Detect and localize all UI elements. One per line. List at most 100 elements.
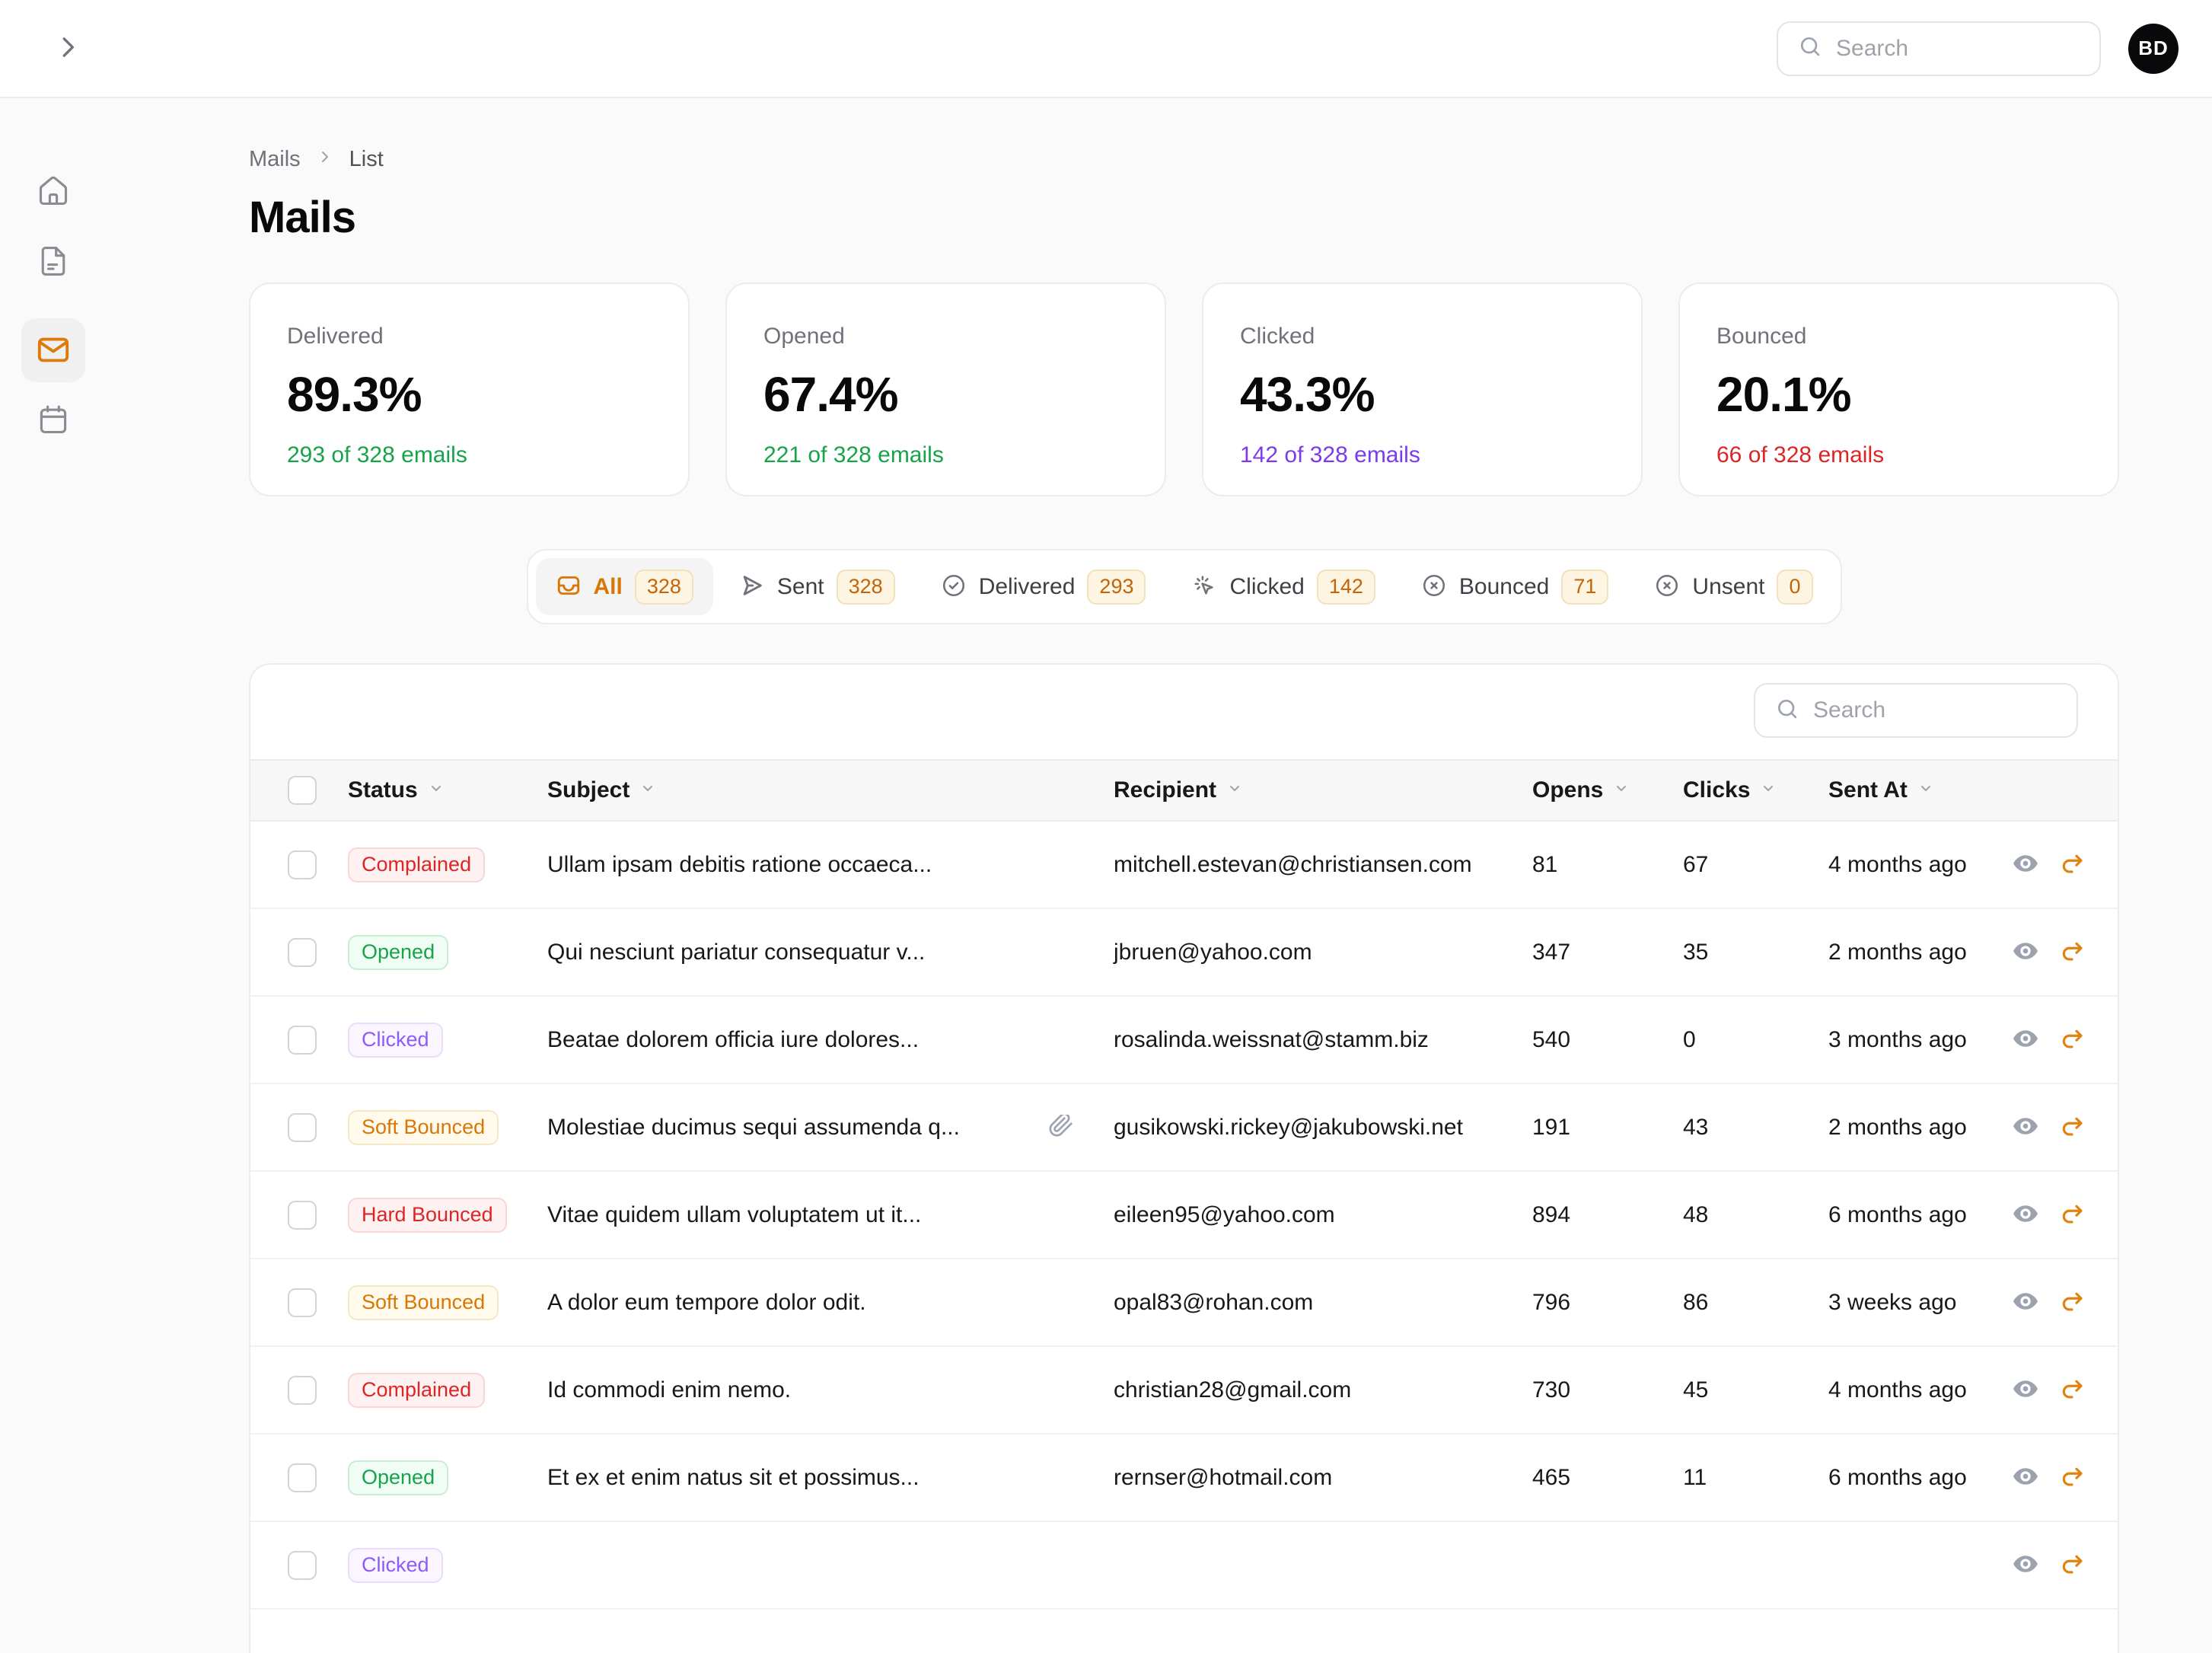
column-header-clicks[interactable]: Clicks: [1683, 777, 1828, 803]
main-content: Mails List Mails Delivered 89.3% 293 of …: [249, 98, 2119, 1653]
row-checkbox[interactable]: [288, 1288, 317, 1317]
column-header-subject[interactable]: Subject: [547, 777, 1114, 803]
column-header-sent-at[interactable]: Sent At: [1828, 777, 2011, 803]
sent-at-value: 4 months ago: [1828, 1377, 2011, 1403]
tab-sent[interactable]: Sent 328: [719, 558, 915, 615]
column-header-status[interactable]: Status: [348, 777, 547, 803]
redo-arrow-icon: [2058, 1375, 2086, 1405]
chevron-down-icon: [1612, 777, 1630, 803]
table-row[interactable]: Soft Bounced Molestiae ducimus sequi ass…: [250, 1084, 2118, 1172]
tab-label: Unsent: [1692, 574, 1764, 600]
resend-button[interactable]: [2058, 1112, 2086, 1142]
clicks-value: 86: [1683, 1290, 1828, 1316]
eye-icon: [2011, 937, 2040, 968]
table-row[interactable]: Complained Ullam ipsam debitis ratione o…: [250, 822, 2118, 909]
view-button[interactable]: [2011, 1462, 2040, 1493]
search-icon: [1775, 697, 1799, 725]
stat-card-bounced: Bounced 20.1% 66 of 328 emails: [1678, 282, 2119, 496]
opens-value: 730: [1532, 1377, 1683, 1403]
sidebar-item-calendar[interactable]: [21, 388, 85, 452]
view-button[interactable]: [2011, 1199, 2040, 1230]
row-checkbox[interactable]: [288, 1026, 317, 1055]
status-badge: Hard Bounced: [348, 1198, 507, 1233]
sidebar-item-mails[interactable]: [21, 318, 85, 382]
view-button[interactable]: [2011, 937, 2040, 968]
chevron-right-icon: [53, 33, 82, 64]
view-button[interactable]: [2011, 1374, 2040, 1406]
eye-icon: [2011, 1199, 2040, 1230]
table-row[interactable]: Complained Id commodi enim nemo. christi…: [250, 1347, 2118, 1434]
eye-icon: [2011, 1112, 2040, 1143]
sidebar-item-home[interactable]: [21, 160, 85, 224]
resend-button[interactable]: [2058, 1025, 2086, 1055]
global-search-input[interactable]: [1836, 36, 2080, 62]
stat-label: Opened: [763, 324, 1128, 349]
resend-button[interactable]: [2058, 1200, 2086, 1230]
table-row[interactable]: Opened Qui nesciunt pariatur consequatur…: [250, 909, 2118, 997]
tab-bounced[interactable]: Bounced 71: [1401, 558, 1628, 615]
stat-label: Bounced: [1716, 324, 2081, 349]
tab-delivered[interactable]: Delivered 293: [921, 558, 1166, 615]
sent-at-value: 2 months ago: [1828, 940, 2011, 965]
table-row[interactable]: Hard Bounced Vitae quidem ullam voluptat…: [250, 1172, 2118, 1259]
eye-icon: [2011, 1374, 2040, 1406]
document-icon: [37, 244, 70, 280]
column-header-recipient[interactable]: Recipient: [1114, 777, 1532, 803]
avatar[interactable]: BD: [2128, 24, 2179, 74]
redo-arrow-icon: [2058, 1025, 2086, 1055]
stat-label: Clicked: [1240, 324, 1605, 349]
cursor-click-icon: [1191, 573, 1217, 601]
tab-unsent[interactable]: Unsent 0: [1634, 558, 1832, 615]
tab-all[interactable]: All 328: [536, 558, 713, 615]
subject-text: Et ex et enim natus sit et possimus...: [547, 1465, 920, 1490]
row-checkbox[interactable]: [288, 1376, 317, 1405]
view-button[interactable]: [2011, 1024, 2040, 1055]
subject-text: Ullam ipsam debitis ratione occaeca...: [547, 852, 932, 877]
table-search-input[interactable]: [1813, 697, 2026, 723]
resend-button[interactable]: [2058, 1463, 2086, 1492]
inbox-icon: [556, 573, 582, 601]
eye-icon: [2011, 1024, 2040, 1055]
status-badge: Soft Bounced: [348, 1110, 499, 1145]
resend-button[interactable]: [2058, 937, 2086, 967]
page-title: Mails: [249, 192, 2119, 243]
breadcrumb-root[interactable]: Mails: [249, 147, 301, 172]
table-row[interactable]: Opened Et ex et enim natus sit et possim…: [250, 1434, 2118, 1522]
chevron-down-icon: [427, 777, 445, 803]
resend-button[interactable]: [2058, 1375, 2086, 1405]
recipient-text: eileen95@yahoo.com: [1114, 1202, 1532, 1228]
table-row[interactable]: Soft Bounced A dolor eum tempore dolor o…: [250, 1259, 2118, 1347]
recipient-text: gusikowski.rickey@jakubowski.net: [1114, 1115, 1532, 1141]
sidebar: [0, 98, 107, 1565]
clicks-value: 0: [1683, 1027, 1828, 1053]
sidebar-expand-button[interactable]: [53, 33, 82, 64]
global-search: [1777, 21, 2101, 76]
status-badge: Soft Bounced: [348, 1285, 499, 1320]
opens-value: 465: [1532, 1465, 1683, 1491]
table-row[interactable]: Clicked: [250, 1522, 2118, 1610]
row-checkbox[interactable]: [288, 1463, 317, 1492]
row-checkbox[interactable]: [288, 1201, 317, 1230]
sidebar-item-documents[interactable]: [21, 230, 85, 294]
tab-label: Clicked: [1229, 574, 1304, 600]
column-header-opens[interactable]: Opens: [1532, 777, 1683, 803]
chevron-down-icon: [639, 777, 657, 803]
opens-value: 81: [1532, 852, 1683, 878]
resend-button[interactable]: [2058, 850, 2086, 879]
chevron-down-icon: [1759, 777, 1777, 803]
select-all-checkbox[interactable]: [288, 776, 317, 805]
check-circle-icon: [941, 573, 967, 601]
view-button[interactable]: [2011, 1112, 2040, 1143]
resend-button[interactable]: [2058, 1288, 2086, 1317]
row-checkbox[interactable]: [288, 1113, 317, 1142]
row-checkbox[interactable]: [288, 850, 317, 879]
recipient-text: mitchell.estevan@christiansen.com: [1114, 852, 1532, 878]
recipient-text: rosalinda.weissnat@stamm.biz: [1114, 1027, 1532, 1053]
tab-count-badge: 0: [1777, 570, 1812, 605]
topbar: BD: [0, 0, 2212, 98]
row-checkbox[interactable]: [288, 938, 317, 967]
table-row[interactable]: Clicked Beatae dolorem officia iure dolo…: [250, 997, 2118, 1084]
view-button[interactable]: [2011, 849, 2040, 880]
view-button[interactable]: [2011, 1287, 2040, 1318]
tab-clicked[interactable]: Clicked 142: [1171, 558, 1394, 615]
